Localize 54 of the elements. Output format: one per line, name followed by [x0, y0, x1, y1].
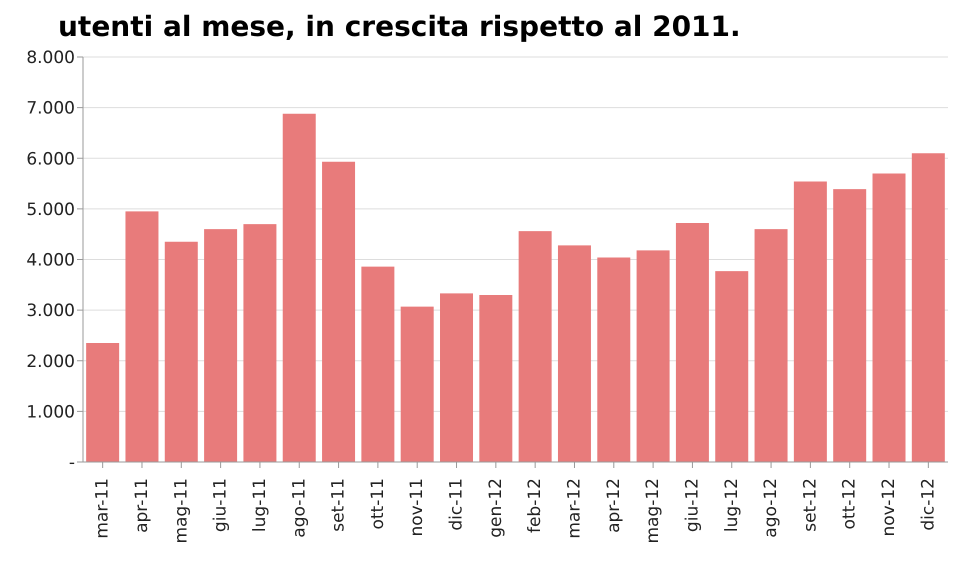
- x-tick-label: lug-11: [250, 478, 270, 532]
- bar: [872, 173, 906, 462]
- x-tick-label: giu-12: [682, 478, 702, 532]
- bar: [243, 224, 276, 462]
- bar: [715, 271, 748, 462]
- bar: [912, 153, 945, 462]
- chart-title: utenti al mese, in crescita rispetto al 2011.: [57, 9, 742, 45]
- x-tick-label: mag-11: [171, 478, 192, 544]
- x-tick-label: set-11: [328, 478, 349, 532]
- bar: [676, 223, 709, 462]
- bar: [833, 189, 866, 462]
- y-tick-label: 3.000: [26, 301, 75, 322]
- bar: [479, 294, 512, 462]
- x-tick-label: apr-11: [132, 478, 152, 533]
- bar: [518, 231, 552, 462]
- y-tick-label: 8.000: [26, 48, 75, 68]
- bar: [597, 257, 630, 462]
- bar: [440, 293, 474, 462]
- x-tick-label: mar-11: [92, 478, 113, 539]
- bar: [125, 211, 158, 462]
- bar: [794, 182, 827, 462]
- x-tick-label: dic-11: [446, 478, 467, 531]
- bar: [636, 250, 670, 462]
- bar: [754, 229, 788, 462]
- bar: [282, 114, 316, 462]
- x-tick-label: lug-12: [722, 478, 742, 532]
- bar: [164, 242, 198, 462]
- x-tick-label: mar-12: [564, 478, 584, 539]
- y-tick-label: 5.000: [26, 200, 75, 220]
- x-tick-label: ago-12: [761, 478, 782, 538]
- x-tick-label: apr-12: [604, 478, 624, 533]
- x-tick-label: ago-11: [289, 478, 310, 538]
- bar: [361, 266, 394, 462]
- y-tick-label: 1.000: [26, 402, 75, 422]
- y-tick-label: 7.000: [26, 98, 75, 119]
- x-tick-label: ott-11: [368, 478, 388, 530]
- x-tick-label: giu-11: [210, 478, 231, 532]
- x-tick-label: feb-12: [525, 478, 546, 534]
- x-tick-label: dic-12: [918, 478, 938, 531]
- x-tick-label: nov-11: [407, 478, 428, 537]
- bar: [86, 343, 120, 462]
- bar: [400, 306, 434, 462]
- x-tick-label: mag-12: [643, 478, 664, 544]
- bar: [204, 229, 238, 462]
- y-tick-label: 6.000: [26, 149, 75, 170]
- bar: [558, 245, 591, 462]
- x-tick-label: nov-12: [879, 478, 900, 537]
- y-tick-label: -: [68, 453, 75, 474]
- x-tick-label: set-12: [800, 478, 820, 532]
- x-tick-label: gen-12: [486, 478, 506, 538]
- y-tick-label: 4.000: [26, 250, 75, 271]
- y-tick-label: 2.000: [26, 352, 75, 372]
- x-tick-label: ott-12: [840, 478, 860, 530]
- bar: [322, 162, 356, 462]
